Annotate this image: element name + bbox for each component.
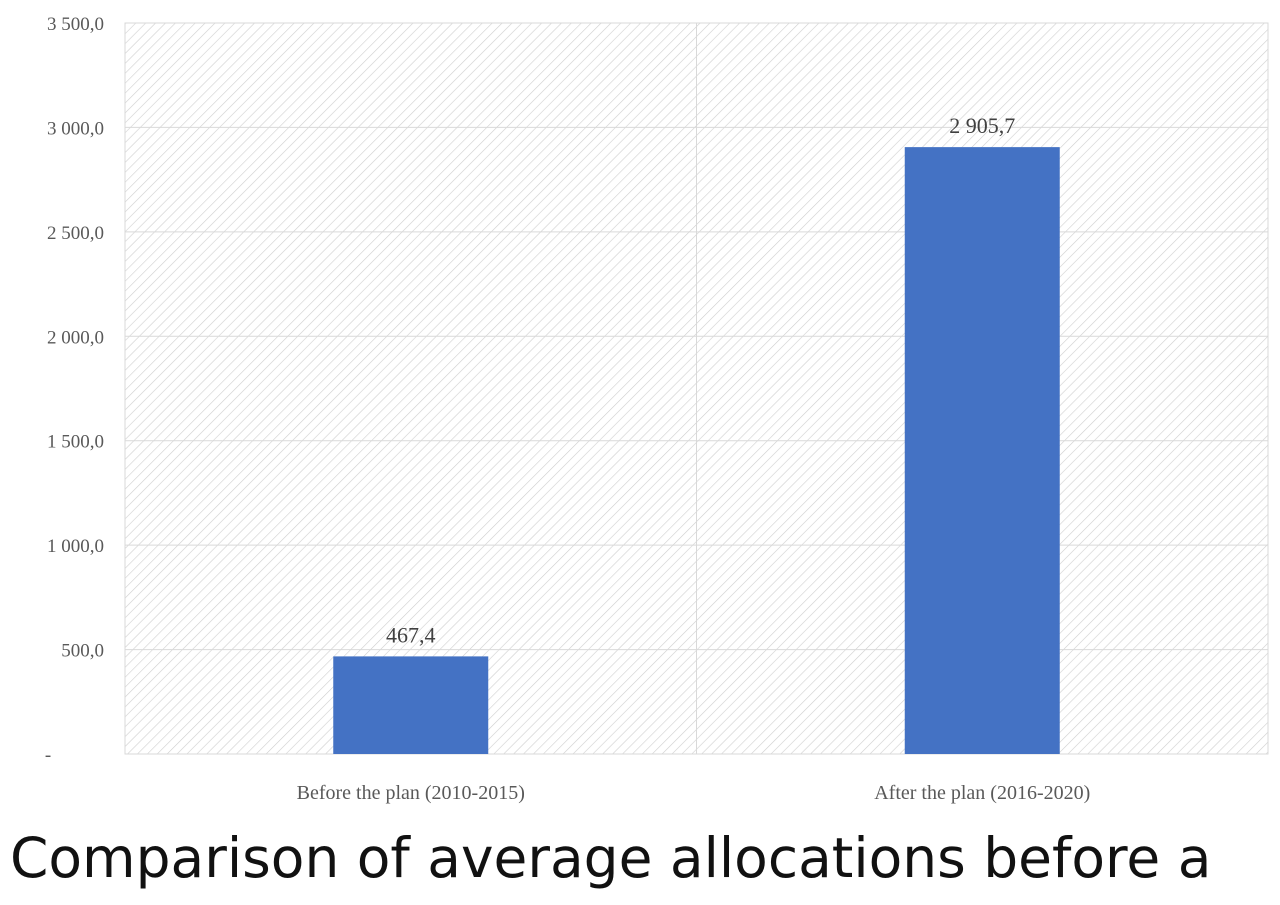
y-tick-label: 3 500,0 [47, 14, 104, 35]
y-tick-label: 500,0 [61, 641, 104, 662]
y-tick-label: - [45, 745, 51, 766]
data-label: 467,4 [386, 622, 436, 647]
bar-chart: - 500,0 1 000,0 1 500,0 2 000,0 2 500,0 3 000,… [45, 14, 1269, 804]
labels: - 500,0 1 000,0 1 500,0 2 000,0 2 500,0 3 000,… [45, 14, 1090, 804]
x-tick-label: Before the plan (2010-2015) [297, 782, 525, 804]
bars [333, 147, 1060, 755]
figure-caption: Comparison of average allocations before… [10, 826, 1212, 890]
y-tick-label: 3 000,0 [47, 118, 104, 139]
x-tick-label: After the plan (2016-2020) [874, 782, 1090, 804]
y-tick-label: 2 500,0 [47, 223, 104, 244]
bar [333, 656, 489, 754]
bar [904, 147, 1060, 755]
y-tick-label: 1 000,0 [47, 536, 104, 557]
y-tick-label: 1 500,0 [47, 432, 104, 453]
data-label: 2 905,7 [949, 113, 1015, 138]
y-tick-label: 2 000,0 [47, 327, 104, 348]
